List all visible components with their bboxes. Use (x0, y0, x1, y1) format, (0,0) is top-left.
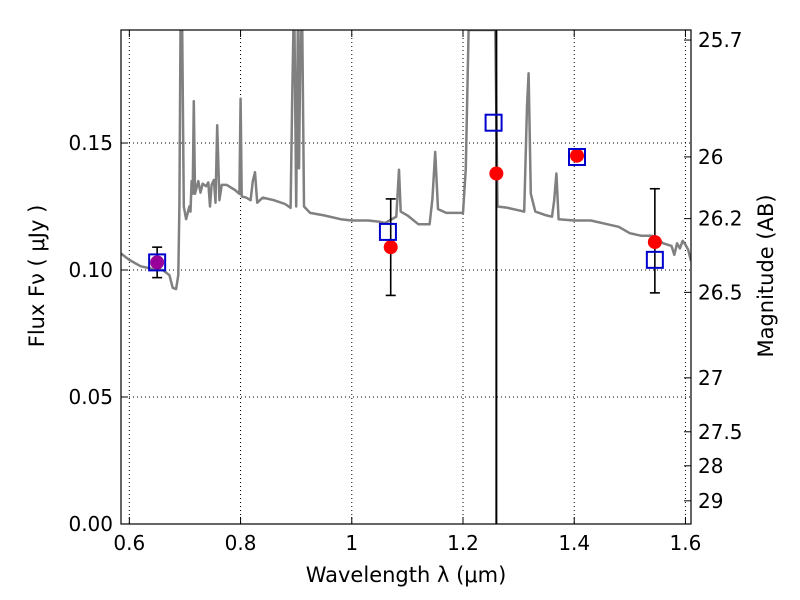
right-tick-label: 28 (698, 454, 723, 478)
model-spectrum-line (121, 30, 691, 291)
observed-point (647, 235, 662, 250)
model-photometry-point (568, 147, 586, 166)
right-tick-label: 29 (698, 489, 723, 513)
model-photometry-layer (148, 113, 664, 272)
x-tick-label: 0.6 (113, 531, 145, 555)
y-tick-label: 0.05 (68, 385, 113, 409)
y-tick-label: 0.00 (68, 512, 113, 536)
axes-frame-layer (120, 29, 692, 525)
tick-layer: 0.6 0.8 1 1.2 1.4 1.6 0.00 0.05 0.10 0.15 25.7 26 26… (68, 28, 742, 555)
observed-point (489, 166, 504, 181)
right-axis-title: Magnitude (AB) (754, 194, 778, 357)
axes-frame (120, 29, 692, 525)
error-bar-layer (152, 187, 660, 297)
y-tick-label: 0.10 (68, 258, 113, 282)
x-tick-label: 1.4 (558, 531, 590, 555)
observed-point (150, 255, 165, 270)
right-tick-label: 26.5 (698, 280, 743, 304)
y-tick-label: 0.15 (68, 131, 113, 155)
right-tick-label: 26.2 (698, 207, 743, 231)
model-photometry-point (378, 222, 397, 241)
x-tick-label: 1 (345, 531, 358, 555)
observed-point (570, 148, 584, 163)
right-tick-label: 26 (698, 145, 723, 169)
observed-points-layer (150, 148, 662, 270)
y-axis-title: Flux Fν ( μJy ) (25, 205, 49, 348)
x-tick-label: 0.8 (225, 531, 257, 555)
right-tick-label: 25.7 (698, 28, 743, 52)
right-tick-label: 27 (698, 366, 723, 390)
x-tick-label: 1.2 (447, 531, 479, 555)
x-tick-label: 1.6 (670, 531, 702, 555)
x-axis-title: Wavelength λ (μm) (306, 563, 507, 587)
model-photometry-point (148, 253, 167, 272)
grid-layer (121, 30, 691, 525)
model-spectrum-layer (121, 30, 691, 291)
observed-point (383, 240, 398, 255)
model-photometry-point (645, 250, 664, 269)
model-photometry-point (484, 113, 503, 132)
right-tick-label: 27.5 (698, 420, 743, 444)
